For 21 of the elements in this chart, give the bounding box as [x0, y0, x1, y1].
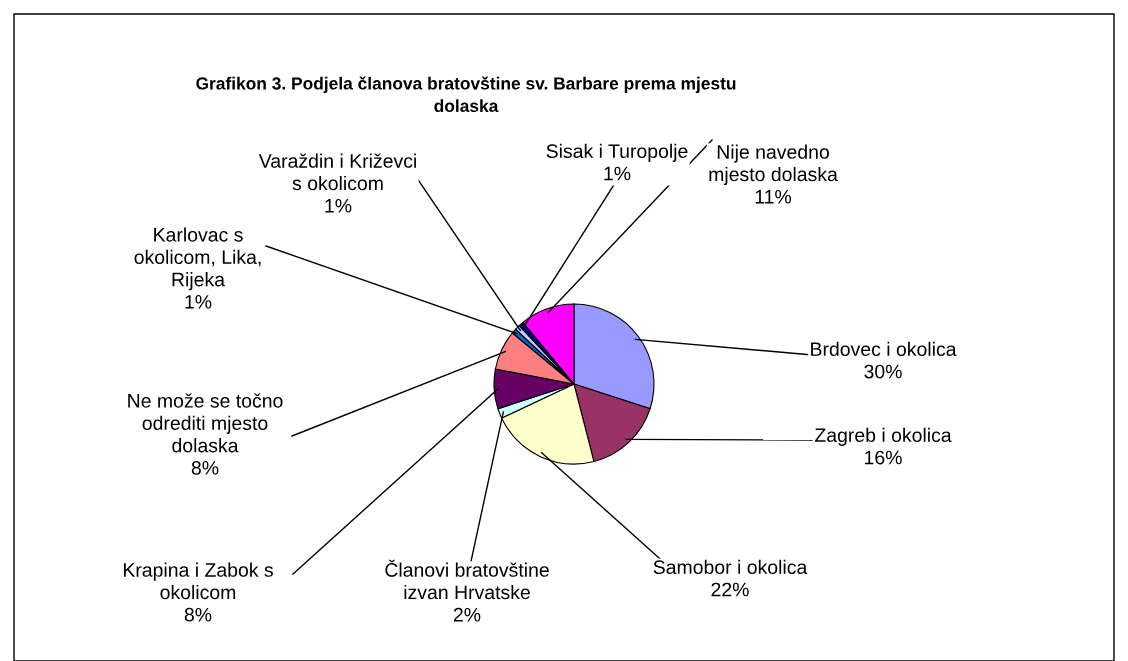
slice-label: Ne može se točno odrediti mjesto dolaska	[128, 393, 283, 453]
data-label: 8%	[191, 460, 219, 475]
slice-label: Članovi bratovštine izvan Hrvatske	[385, 559, 549, 600]
slice-label: Varaždin i Križevci s okolicom	[258, 153, 416, 191]
data-label: 22%	[711, 582, 749, 597]
data-label: 1%	[604, 166, 631, 181]
slice-label: Sisak i Turopolje	[546, 143, 688, 162]
slice-label: Karlovac s okolicom, Lika, Rijeka	[134, 227, 261, 291]
slice-label: Zagreb i okolica	[814, 427, 952, 446]
slice-label: Krapina i Zabok s okolicom	[123, 562, 273, 600]
data-label: 30%	[864, 364, 902, 379]
data-label: 1%	[185, 295, 212, 309]
slice-label: Nije navedno mjesto dolaska	[709, 144, 838, 186]
slice-label: Samobor i okolica	[653, 559, 808, 575]
data-label: 2%	[453, 607, 481, 622]
chart-title: Grafikon 3. Podjela članova bratovštine sv. Barbare prema mjestu dolaska	[196, 76, 736, 113]
data-label: 16%	[865, 450, 902, 465]
data-label: 8%	[184, 607, 212, 622]
data-label: 11%	[755, 189, 792, 204]
slice-label: Brdovec i okolica	[811, 341, 957, 357]
data-label: 1%	[325, 198, 352, 213]
